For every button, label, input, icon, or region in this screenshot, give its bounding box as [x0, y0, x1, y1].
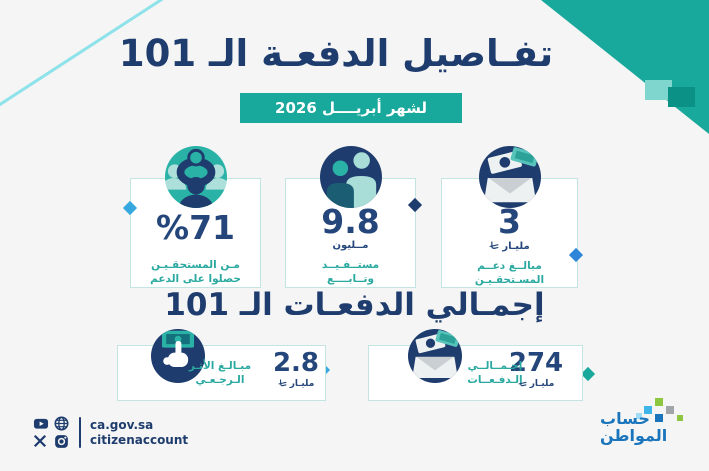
social-handle[interactable]: citizenaccount — [90, 432, 189, 447]
globe-icon[interactable] — [54, 416, 69, 431]
stat-unit: مــليون — [332, 240, 369, 251]
money-envelope-icon — [478, 146, 541, 208]
stat-card-support-amount: 3 مليـار مبالــغ دعــم المسـتحقـيـن — [441, 146, 578, 288]
deco-square-dark — [668, 87, 695, 107]
total-value-block: 274 مليـار — [501, 348, 571, 389]
logo-pixel — [655, 398, 663, 406]
two-people-icon — [319, 146, 382, 208]
total-value: 2.8 — [272, 348, 320, 378]
month-badge: لشهر أبريــــل 2026 — [240, 93, 462, 123]
accent-diamond — [580, 366, 596, 382]
stat-value: %71 — [156, 208, 235, 247]
social-icons — [33, 416, 70, 449]
money-envelope-icon — [408, 329, 462, 383]
stat-label: مبالــغ دعــم المسـتحقـيـن — [474, 260, 545, 287]
stat-card-beneficiaries-count: 9.8 مــليون مستــفـيــد وتــابــــع — [285, 146, 416, 288]
page-title: تفـاصيل الدفعـة الـ 101 — [118, 32, 554, 75]
website-url[interactable]: ca.gov.sa — [90, 417, 154, 432]
citizen-account-logo: حساب المواطن — [600, 396, 709, 466]
youtube-icon[interactable] — [33, 416, 49, 431]
stat-label: مستــفـيــد وتــابــــع — [321, 259, 380, 286]
total-card-total-payments: 274 مليـار إجـمــالــي الـدفـعــات — [368, 329, 583, 401]
total-value-block: 2.8 مليـار — [266, 348, 326, 389]
footer-social-block: ca.gov.sa citizenaccount — [33, 416, 188, 449]
totals-section-title: إجمـالي الدفعـات الـ 101 — [164, 287, 545, 323]
total-card-retroactive: 2.8 مليـار مبـالـغ الأثـر الـرجـعـي — [117, 329, 326, 401]
stat-unit: مليـار — [442, 240, 577, 252]
total-label: إجـمــالــي الـدفـعــات — [467, 360, 523, 387]
logo-text: حساب المواطن — [600, 409, 668, 445]
logo-pixel — [677, 415, 683, 421]
logo-pixel — [666, 406, 674, 414]
deco-square-light — [645, 80, 672, 100]
saudi-riyal-icon — [278, 379, 287, 387]
saudi-riyal-icon — [489, 241, 499, 250]
instagram-icon[interactable] — [54, 434, 69, 449]
logo-pixel — [644, 406, 652, 414]
stat-value: 3 — [498, 202, 521, 241]
people-group-icon — [164, 146, 227, 208]
logo-pixel — [655, 414, 663, 422]
footer-divider — [79, 417, 81, 448]
stat-value: 9.8 — [321, 202, 380, 241]
cash-hand-icon — [151, 329, 205, 383]
stat-card-beneficiaries-percentage: %71 مـن المستحقـيـن حصلوا على الدعم — [130, 146, 261, 288]
total-unit: مليـار — [501, 378, 571, 389]
stat-label: مـن المستحقـيـن حصلوا على الدعم — [150, 259, 241, 286]
total-value: 274 — [508, 348, 564, 378]
x-icon[interactable] — [33, 434, 47, 448]
total-label: مبـالـغ الأثـر الـرجـعـي — [188, 360, 252, 387]
logo-pixel — [636, 413, 642, 419]
total-unit: مليـار — [266, 378, 326, 389]
saudi-riyal-icon — [518, 379, 527, 387]
